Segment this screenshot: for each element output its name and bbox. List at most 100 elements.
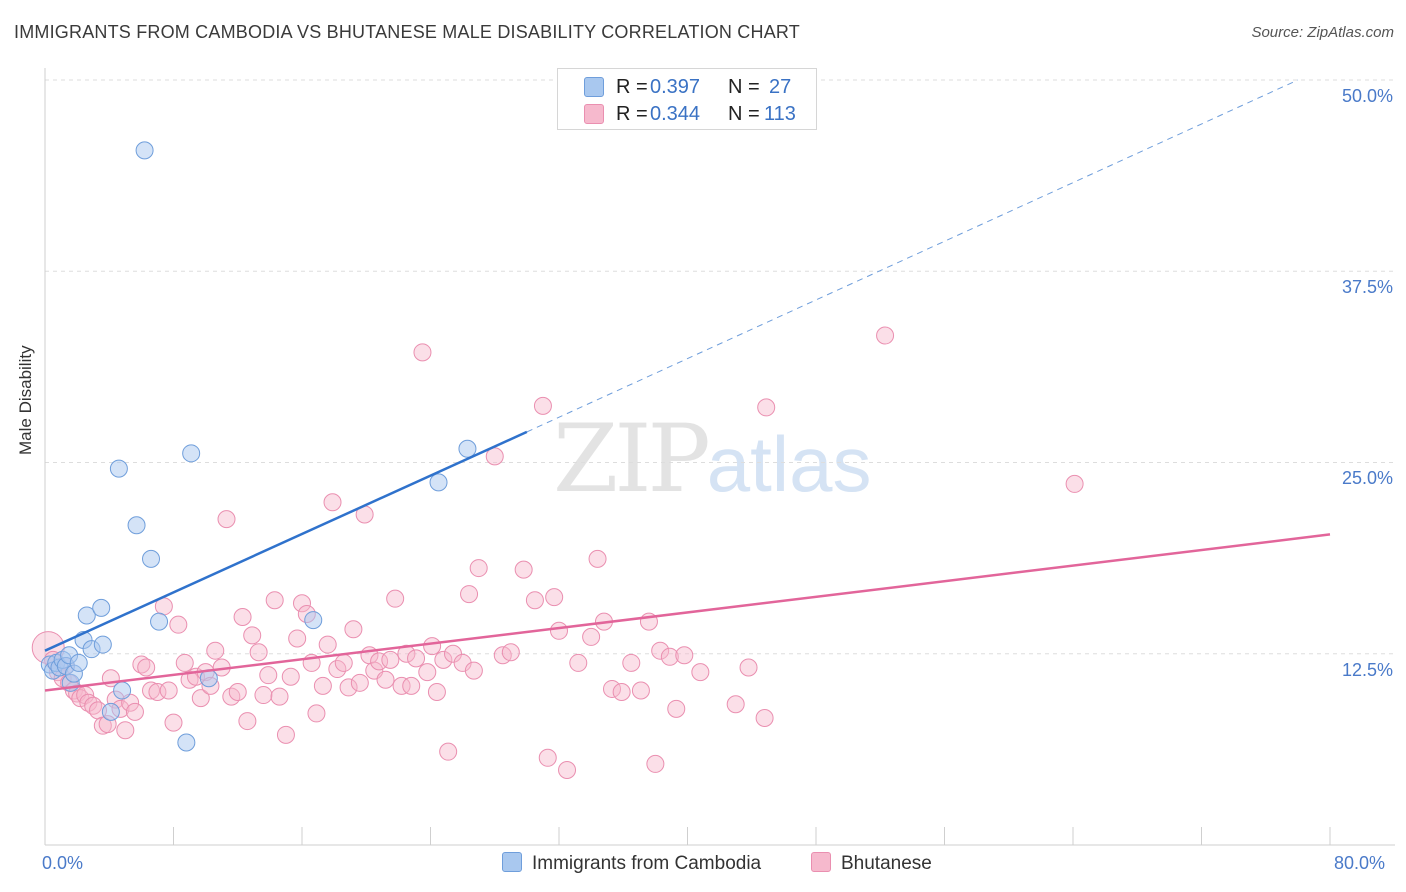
bhutanese-point: [501, 643, 520, 662]
bhutanese-point: [514, 560, 533, 579]
legend-n-value: 27: [769, 75, 792, 98]
bhutanese-point: [233, 608, 252, 627]
bhutanese-point: [265, 591, 284, 610]
cambodia-trend-line: [44, 430, 528, 652]
bhutanese-point: [270, 687, 289, 706]
bhutanese-point: [582, 627, 601, 646]
watermark-atlas: atlas: [706, 420, 872, 508]
chart-title: IMMIGRANTS FROM CAMBODIA VS BHUTANESE MA…: [14, 22, 800, 42]
legend-swatch-blue: [584, 77, 604, 97]
cambodia-point: [113, 681, 132, 700]
bhutanese-point: [439, 742, 458, 761]
bhutanese-point: [318, 635, 337, 654]
bhutanese-point: [148, 683, 167, 701]
bhutanese-point: [116, 721, 135, 740]
bhutanese-point: [169, 615, 188, 634]
y-tick-label-50: 50.0%: [1341, 86, 1393, 106]
bhutanese-point: [755, 709, 774, 728]
bhutanese-point: [667, 699, 686, 718]
bhutanese-point: [175, 653, 194, 672]
bhutanese-point: [313, 676, 332, 695]
legend-r-label: R =: [616, 75, 648, 98]
bhutanese-point: [344, 620, 363, 639]
bhutanese-point: [569, 653, 588, 672]
bhutanese-point: [206, 641, 225, 660]
cambodia-point: [109, 459, 128, 478]
bottom-legend-cambodia: Immigrants from Cambodia: [502, 852, 761, 875]
bhutanese-trend-line: [44, 533, 1331, 692]
bhutanese-point: [307, 704, 326, 723]
bhutanese-point: [137, 658, 156, 677]
cambodia-point: [69, 653, 88, 672]
bhutanese-point: [691, 663, 710, 682]
bhutanese-point: [757, 398, 776, 417]
bhutanese-point: [469, 559, 488, 578]
bhutanese-point: [276, 725, 295, 744]
bhutanese-point: [79, 693, 98, 712]
cambodia-point: [429, 473, 448, 492]
bottom-legend-label: Bhutanese: [841, 853, 932, 874]
bhutanese-point: [191, 689, 210, 708]
bhutanese-point: [334, 653, 353, 672]
y-axis-label: Male Disability: [16, 345, 35, 455]
legend-r-value: 0.344: [650, 102, 701, 125]
bhutanese-point: [281, 667, 300, 686]
bhutanese-point: [402, 676, 421, 695]
bottom-legend-swatch-pink: [811, 852, 831, 872]
legend-r-value: 0.397: [650, 75, 701, 98]
watermark-zip: ZIP: [553, 405, 711, 514]
bhutanese-point: [434, 650, 453, 669]
bhutanese-point: [464, 661, 483, 680]
x-tick-label-max: 80.0%: [1334, 853, 1386, 873]
bhutanese-point: [288, 629, 307, 648]
cambodia-point: [182, 444, 201, 463]
bhutanese-point: [460, 585, 479, 604]
bhutanese-point: [876, 326, 895, 345]
cambodia-trend-extension: [526, 79, 1299, 433]
bhutanese-point: [558, 761, 577, 780]
y-tick-label-37-5: 37.5%: [1341, 277, 1393, 297]
legend-swatch-pink: [584, 104, 604, 124]
bhutanese-point: [243, 626, 262, 645]
legend-n-label: N =: [728, 102, 760, 125]
cambodia-point: [127, 516, 146, 535]
bhutanese-point: [350, 673, 369, 692]
cambodia-point: [150, 612, 169, 631]
cambodia-point: [101, 702, 120, 721]
bhutanese-point: [381, 650, 400, 669]
bhutanese-point: [1065, 474, 1084, 493]
bottom-legend-swatch-blue: [502, 852, 522, 872]
cambodia-point: [93, 635, 112, 654]
bhutanese-point: [545, 588, 564, 607]
y-tick-label-12-5: 12.5%: [1341, 660, 1393, 680]
bhutanese-point: [651, 641, 670, 660]
bhutanese-point: [675, 646, 694, 665]
bhutanese-point: [407, 649, 426, 668]
cambodia-point: [304, 611, 323, 630]
bhutanese-point: [370, 652, 389, 671]
bhutanese-point: [159, 681, 178, 700]
bhutanese-point: [323, 493, 342, 512]
bhutanese-point: [538, 748, 557, 767]
bhutanese-point: [588, 549, 607, 568]
bhutanese-point: [222, 687, 241, 706]
bhutanese-point: [612, 683, 631, 701]
bhutanese-point: [533, 396, 552, 415]
bhutanese-point: [413, 343, 432, 362]
bhutanese-point: [238, 712, 257, 731]
cambodia-point: [142, 549, 161, 568]
bhutanese-point: [550, 621, 568, 640]
bhutanese-point: [386, 589, 405, 608]
bhutanese-point: [142, 681, 161, 700]
legend-n-value: 113: [764, 102, 796, 125]
bhutanese-point: [132, 655, 151, 674]
legend-n-label: N =: [728, 75, 760, 98]
bhutanese-point: [603, 679, 622, 698]
cambodia-point: [458, 439, 477, 458]
bhutanese-point: [418, 663, 437, 682]
bottom-legend-bhutanese: Bhutanese: [811, 852, 932, 875]
bhutanese-point: [339, 678, 358, 697]
bhutanese-point: [164, 713, 183, 732]
bhutanese-point: [392, 676, 411, 695]
